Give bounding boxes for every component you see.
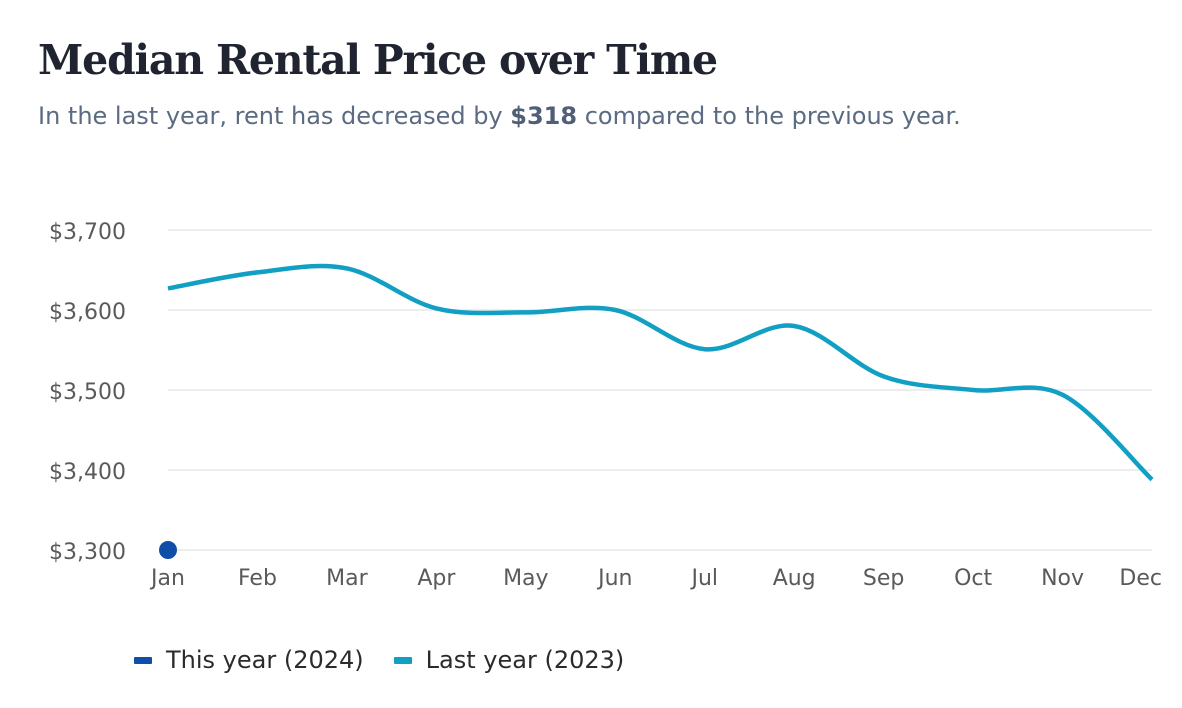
x-tick-label: Apr — [417, 566, 456, 591]
y-tick-label: $3,400 — [49, 460, 126, 485]
legend-item-last-year: Last year (2023) — [393, 646, 625, 674]
x-tick-label: Aug — [773, 566, 816, 591]
x-axis-ticks: Jan Feb Mar Apr May Jun Jul Aug Sep Oct Nov Dec — [149, 566, 1162, 591]
x-tick-label: Mar — [326, 566, 368, 591]
y-axis-ticks: $3,700 $3,600 $3,500 $3,400 $3,300 — [49, 220, 126, 565]
x-tick-label: Oct — [954, 566, 992, 591]
chart-subtitle: In the last year, rent has decreased by … — [38, 102, 961, 130]
chart-title: Median Rental Price over Time — [38, 36, 718, 84]
legend-label-this-year: This year (2024) — [166, 646, 364, 674]
y-tick-label: $3,300 — [49, 540, 126, 565]
x-tick-label: Jul — [689, 566, 718, 591]
legend-swatch-this-year — [134, 656, 152, 664]
x-tick-label: Jan — [149, 566, 185, 591]
series-lines — [167, 263, 1154, 482]
series-points — [159, 541, 177, 559]
legend-swatch-last-year — [393, 656, 412, 664]
legend-label-last-year: Last year (2023) — [425, 646, 625, 674]
x-tick-label: Jun — [596, 566, 632, 591]
subtitle-suffix: compared to the previous year. — [577, 102, 961, 130]
subtitle-prefix: In the last year, rent has decreased by — [38, 102, 511, 130]
series-point-this-year — [159, 541, 177, 559]
legend-item-this-year: This year (2024) — [134, 646, 364, 674]
y-tick-label: $3,600 — [49, 300, 126, 325]
chart-legend: This year (2024) Last year (2023) — [134, 646, 624, 674]
x-tick-label: Feb — [238, 566, 277, 591]
y-tick-label: $3,500 — [49, 380, 126, 405]
x-tick-label: May — [503, 566, 548, 591]
series-line-last-year — [167, 263, 1154, 482]
y-tick-label: $3,700 — [49, 220, 126, 245]
x-tick-label: Dec — [1119, 566, 1162, 591]
x-tick-label: Nov — [1041, 566, 1084, 591]
subtitle-highlight-value: $318 — [510, 102, 578, 130]
x-tick-label: Sep — [863, 566, 904, 591]
